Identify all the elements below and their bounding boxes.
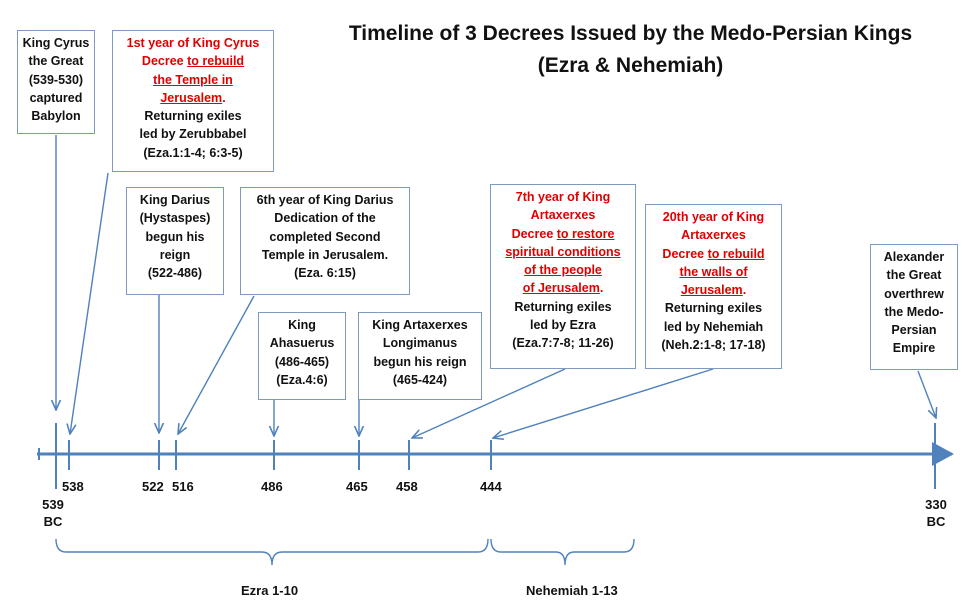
decree2-line-7: Returning exiles — [514, 299, 612, 314]
decree3-line-2: Artaxerxes — [681, 228, 746, 243]
ahasuerus-line-4: (Eza.4:6) — [276, 372, 328, 387]
arrow-decree1 — [70, 172, 109, 434]
cyrus-line-1: King Cyrus — [22, 36, 90, 50]
title-line-1: Timeline of 3 Decrees Issued by the Medo… — [348, 22, 913, 45]
dedication-line-2: Dedication of the — [274, 211, 376, 226]
box-king-artaxerxes: King Artaxerxes Longimanus begun his rei… — [358, 312, 482, 400]
tick-label-522: 522 — [142, 479, 164, 494]
dedication-line-5: (Eza. 6:15) — [294, 266, 356, 281]
tick-marks — [55, 423, 936, 489]
alexander-line-3: overthrew — [884, 286, 944, 301]
decree3-line-5: Jerusalem. — [680, 283, 747, 298]
decree2-line-8: led by Ezra — [530, 318, 596, 333]
tick-label-458: 458 — [396, 479, 418, 494]
darius-line-3: begun his — [145, 229, 205, 244]
cyrus-line-5: Babylon — [31, 109, 81, 124]
darius-line-2: (Hystaspes) — [139, 211, 211, 226]
decree2-line-2: Artaxerxes — [530, 208, 596, 223]
box-king-darius: King Darius (Hystaspes) begun his reign … — [126, 187, 224, 295]
decree3-line-6: Returning exiles — [664, 301, 763, 316]
diagram-title: Timeline of 3 Decrees Issued by the Medo… — [318, 18, 943, 82]
box-alexander-the-great: Alexander the Great overthrew the Medo- … — [870, 244, 958, 370]
cyrus-line-4: captured — [29, 90, 83, 105]
decree2-line-5: of the people — [524, 263, 602, 278]
decree3-line-8: (Neh.2:1-8; 17-18) — [661, 338, 766, 353]
decree3-line-4: the walls of — [679, 264, 748, 279]
tick-label-539: 539 BC — [36, 496, 70, 530]
cyrus-line-3: (539-530) — [28, 72, 84, 87]
arrow-alexander — [917, 370, 936, 418]
alexander-line-2: the Great — [886, 268, 942, 283]
decree2-line-6: of Jerusalem. — [522, 281, 604, 296]
arrow-decree2 — [412, 368, 566, 438]
decree1-line-1: 1st year of King Cyrus — [126, 36, 260, 50]
alexander-line-4: the Medo- — [884, 304, 944, 319]
decree1-line-7: (Eza.1:1-4; 6:3-5) — [143, 145, 243, 160]
decree2-line-4: spiritual conditions — [505, 244, 621, 259]
darius-line-5: (522-486) — [147, 266, 203, 281]
darius-line-4: reign — [159, 247, 191, 262]
tick-label-330: 330 BC — [919, 496, 953, 530]
decree3-line-7: led by Nehemiah — [663, 319, 764, 334]
ahasuerus-line-1: King — [288, 318, 316, 332]
box-king-ahasuerus: King Ahasuerus (486-465) (Eza.4:6) — [258, 312, 346, 400]
artaxerxes-line-3: begun his reign — [373, 354, 467, 369]
artaxerxes-line-4: (465-424) — [392, 372, 448, 387]
box-decree-cyrus: 1st year of King Cyrus Decree to rebuild… — [112, 30, 274, 172]
tick-label-516: 516 — [172, 479, 194, 494]
decree2-line-1: 7th year of King — [515, 190, 611, 204]
bracket-nehemiah — [490, 538, 635, 566]
dedication-line-3: completed Second — [269, 229, 381, 244]
title-line-2: (Ezra & Nehemiah) — [537, 54, 724, 77]
decree3-line-1: 20th year of King — [662, 210, 765, 224]
artaxerxes-line-2: Longimanus — [382, 336, 458, 351]
cyrus-line-2: the Great — [28, 54, 84, 69]
span-label-nehemiah: Nehemiah 1-13 — [526, 583, 618, 598]
tick-label-444: 444 — [480, 479, 502, 494]
tick-label-330-bc: BC — [926, 514, 946, 529]
artaxerxes-line-1: King Artaxerxes — [372, 318, 468, 332]
arrow-dedication — [178, 295, 255, 434]
decree1-line-3: the Temple in — [153, 72, 233, 87]
decree3-line-3: Decree to rebuild — [662, 246, 765, 261]
alexander-line-1: Alexander — [883, 250, 945, 264]
box-king-cyrus: King Cyrus the Great (539-530) captured … — [17, 30, 95, 134]
decree1-line-5: Returning exiles — [144, 109, 242, 124]
decree1-line-6: led by Zerubbabel — [139, 127, 247, 142]
span-label-ezra: Ezra 1-10 — [241, 583, 299, 598]
alexander-line-5: Persian — [891, 323, 937, 338]
box-decree-artaxerxes-20th: 20th year of King Artaxerxes Decree to r… — [645, 204, 782, 369]
tick-label-486: 486 — [261, 479, 283, 494]
ahasuerus-line-3: (486-465) — [274, 354, 330, 369]
tick-label-465: 465 — [346, 479, 368, 494]
decree1-line-2: Decree to rebuild — [141, 54, 245, 69]
tick-label-330-year: 330 — [925, 497, 947, 512]
decree2-line-9: (Eza.7:7-8; 11-26) — [512, 336, 614, 351]
arrow-decree3 — [493, 368, 714, 438]
bracket-ezra — [55, 538, 489, 566]
decree1-line-4: Jerusalem. — [160, 90, 226, 105]
ahasuerus-line-2: Ahasuerus — [269, 336, 335, 351]
dedication-line-1: 6th year of King Darius — [256, 193, 394, 207]
darius-line-1: King Darius — [139, 193, 211, 207]
alexander-line-6: Empire — [892, 341, 936, 356]
tick-label-539-year: 539 — [42, 497, 64, 512]
dedication-line-4: Temple in Jerusalem. — [261, 247, 389, 262]
box-temple-dedication: 6th year of King Darius Dedication of th… — [240, 187, 410, 295]
box-decree-artaxerxes-7th: 7th year of King Artaxerxes Decree to re… — [490, 184, 636, 369]
decree2-line-3: Decree to restore — [511, 226, 615, 241]
tick-label-538: 538 — [62, 479, 84, 494]
tick-label-539-bc: BC — [43, 514, 63, 529]
